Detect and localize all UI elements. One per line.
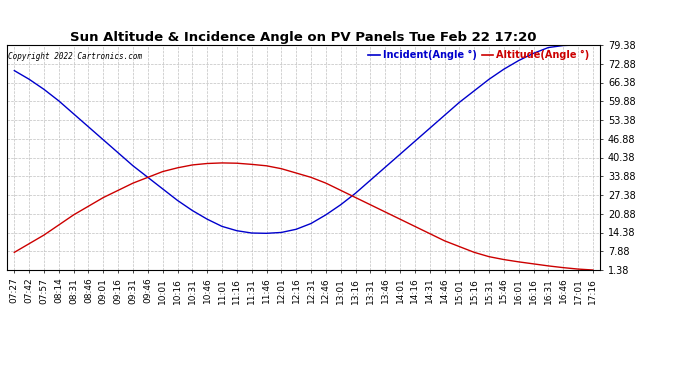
Legend: Incident(Angle °), Altitude(Angle °): Incident(Angle °), Altitude(Angle °) — [368, 50, 589, 60]
Title: Sun Altitude & Incidence Angle on PV Panels Tue Feb 22 17:20: Sun Altitude & Incidence Angle on PV Pan… — [70, 31, 537, 44]
Text: Copyright 2022 Cartronics.com: Copyright 2022 Cartronics.com — [8, 52, 142, 61]
